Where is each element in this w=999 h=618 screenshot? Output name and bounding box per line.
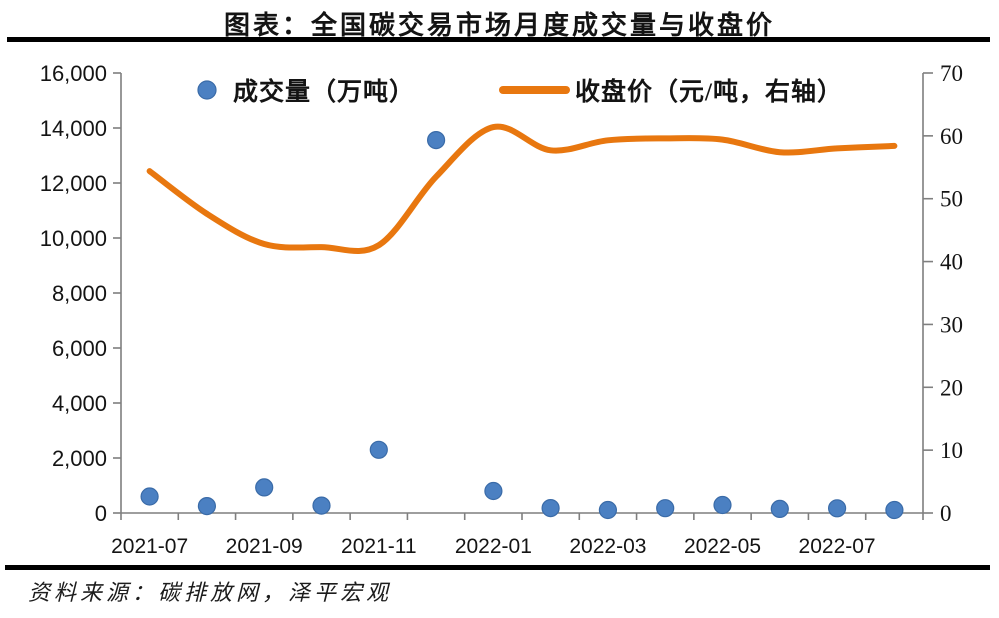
right-axis-tick-label: 70 [940,61,963,86]
legend-volume-label: 成交量（万吨） [233,77,415,106]
volume-scatter-point [312,496,331,515]
volume-scatter-point [369,440,388,459]
page-title: 图表：全国碳交易市场月度成交量与收盘价 [223,11,775,40]
right-axis-tick-label: 0 [940,501,952,526]
source-note: 资料来源：碳排放网，泽平宏观 [28,580,393,605]
volume-scatter-point [885,500,904,520]
title-divider-rule [7,37,990,42]
left-axis-tick-label: 16,000 [40,61,107,86]
volume-scatter-point [541,499,560,518]
volume-scatter-point [197,497,216,516]
left-axis-tick-label: 8,000 [52,281,107,306]
left-axis-tick-label: 0 [95,501,107,526]
right-axis-tick-label: 60 [940,124,963,149]
volume-scatter-point [770,499,789,518]
legend-price-label: 收盘价（元/吨，右轴） [575,77,843,106]
left-axis-tick-label: 12,000 [40,171,107,196]
legend-volume-marker [197,80,217,100]
x-axis-tick-label: 2022-05 [684,535,761,558]
volume-scatter-point [140,487,159,506]
x-axis-tick-label: 2022-01 [455,535,532,558]
right-axis-tick-label: 20 [940,375,963,400]
volume-scatter-point [598,500,618,520]
x-axis-tick-label: 2021-09 [226,535,303,558]
left-axis-tick-label: 2,000 [52,446,107,471]
x-axis-tick-label: 2021-11 [341,535,417,558]
left-axis-tick-label: 10,000 [40,226,107,251]
right-axis-tick-label: 40 [940,250,963,275]
x-axis-tick-label: 2021-07 [111,535,188,558]
x-axis-tick-label: 2022-03 [569,535,646,558]
volume-scatter-point [255,478,274,497]
volume-scatter-point [656,499,675,518]
closing-price-line [146,123,898,255]
right-axis-tick-label: 50 [940,187,963,212]
volume-scatter-point [827,499,847,518]
left-axis-tick-label: 4,000 [52,391,107,416]
x-axis-tick-label: 2022-07 [799,535,876,558]
volume-scatter-point [713,495,732,515]
volume-scatter-point [484,481,503,501]
footer-divider-rule [5,565,990,570]
right-axis-tick-label: 30 [940,312,963,337]
volume-scatter-point [427,131,446,150]
left-axis-tick-label: 6,000 [52,336,107,361]
left-axis-tick-label: 14,000 [40,116,107,141]
right-axis-tick-label: 10 [940,438,963,463]
